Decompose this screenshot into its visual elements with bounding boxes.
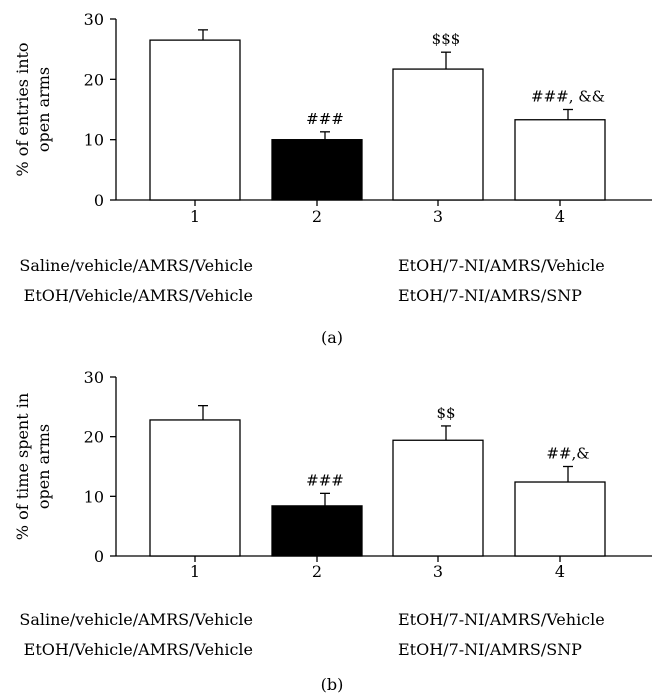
significance-label: ### bbox=[306, 471, 344, 489]
x-tick-label: 1 bbox=[190, 562, 200, 581]
y-axis-label-line: % of entries into bbox=[13, 42, 32, 176]
y-axis-label-line: % of time spent in bbox=[13, 393, 32, 540]
legend-entry: EtOH/7-NI/AMRS/SNP bbox=[398, 640, 582, 659]
x-tick-label: 4 bbox=[555, 207, 565, 226]
x-tick-label: 1 bbox=[190, 207, 200, 226]
panel-label: (a) bbox=[321, 328, 343, 347]
bar-2 bbox=[271, 139, 363, 201]
significance-label: $$$ bbox=[432, 30, 461, 48]
y-tick-label: 10 bbox=[84, 131, 104, 150]
bar-4 bbox=[514, 119, 606, 201]
bar-1 bbox=[149, 39, 241, 201]
bar-2 bbox=[271, 505, 363, 557]
legend-entry: EtOH/Vehicle/AMRS/Vehicle bbox=[24, 286, 253, 305]
significance-label: ### bbox=[306, 110, 344, 128]
legend-entry: Saline/vehicle/AMRS/Vehicle bbox=[19, 256, 253, 275]
y-tick-label: 30 bbox=[84, 10, 104, 29]
panel-label: (b) bbox=[321, 675, 344, 694]
significance-label: $$ bbox=[436, 404, 455, 422]
y-tick-label: 20 bbox=[84, 70, 104, 89]
y-tick-label: 0 bbox=[94, 547, 104, 566]
y-tick-label: 10 bbox=[84, 487, 104, 506]
y-axis-label: % of time spent in open arms bbox=[13, 393, 53, 540]
significance-label: ###, && bbox=[531, 88, 605, 106]
bar-1 bbox=[149, 419, 241, 557]
y-tick-label: 20 bbox=[84, 428, 104, 447]
x-tick-label: 2 bbox=[312, 207, 322, 226]
y-tick-label: 30 bbox=[84, 368, 104, 387]
x-tick-label: 2 bbox=[312, 562, 322, 581]
bar-3 bbox=[392, 68, 484, 201]
y-axis-label-line: open arms bbox=[34, 424, 53, 509]
x-tick-label: 3 bbox=[433, 562, 443, 581]
legend-entry: Saline/vehicle/AMRS/Vehicle bbox=[19, 610, 253, 629]
x-tick-label: 3 bbox=[433, 207, 443, 226]
bar-4 bbox=[514, 481, 606, 557]
x-tick-label: 4 bbox=[555, 562, 565, 581]
legend-entry: EtOH/7-NI/AMRS/SNP bbox=[398, 286, 582, 305]
legend-entry: EtOH/7-NI/AMRS/Vehicle bbox=[398, 256, 605, 275]
bar-3 bbox=[392, 439, 484, 557]
legend-entry: EtOH/7-NI/AMRS/Vehicle bbox=[398, 610, 605, 629]
y-axis-label: % of entries into open arms bbox=[13, 42, 53, 176]
chart-panel-a: 0 10 20 30 % of entries into open arms 1 ### 2 $$… bbox=[13, 10, 652, 347]
significance-label: ##,& bbox=[546, 445, 589, 463]
chart-panel-b: 0 10 20 30 % of time spent in open arms 1 ### 2 $… bbox=[13, 368, 652, 694]
legend-entry: EtOH/Vehicle/AMRS/Vehicle bbox=[24, 640, 253, 659]
y-tick-label: 0 bbox=[94, 191, 104, 210]
y-axis-label-line: open arms bbox=[34, 67, 53, 152]
